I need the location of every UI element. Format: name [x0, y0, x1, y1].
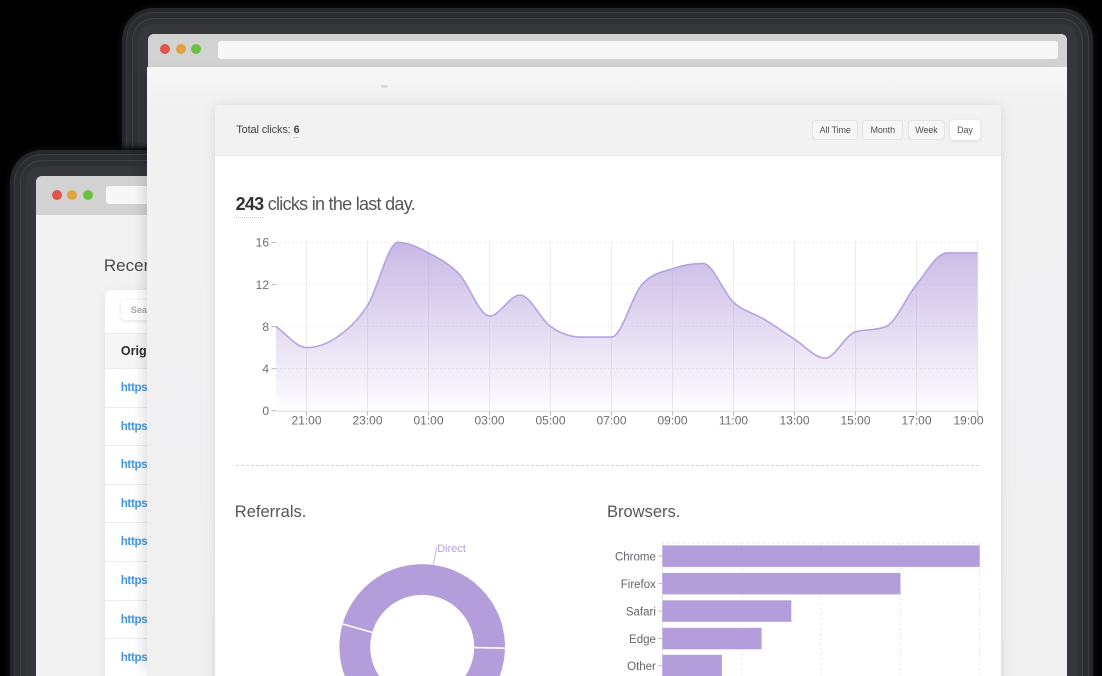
svg-text:Edge: Edge	[629, 634, 656, 646]
svg-text:11:00: 11:00	[719, 413, 748, 427]
svg-text:15:00: 15:00	[841, 413, 871, 427]
svg-text:17:00: 17:00	[902, 413, 932, 427]
svg-text:19:00: 19:00	[954, 413, 984, 427]
svg-text:Firefox: Firefox	[621, 579, 656, 591]
svg-text:13:00: 13:00	[780, 413, 810, 427]
svg-text:Safari: Safari	[626, 606, 656, 618]
svg-text:0: 0	[263, 404, 270, 418]
svg-text:09:00: 09:00	[658, 413, 688, 427]
svg-text:07:00: 07:00	[597, 413, 627, 427]
svg-text:21:00: 21:00	[292, 413, 322, 427]
svg-text:05:00: 05:00	[536, 413, 566, 427]
svg-text:03:00: 03:00	[475, 413, 505, 427]
svg-text:8: 8	[263, 319, 270, 333]
svg-text:01:00: 01:00	[414, 413, 444, 427]
svg-text:16: 16	[256, 235, 270, 249]
svg-text:4: 4	[263, 362, 270, 376]
svg-text:23:00: 23:00	[353, 413, 383, 427]
svg-text:12: 12	[256, 277, 270, 291]
svg-text:Other: Other	[627, 661, 656, 673]
svg-text:Direct: Direct	[437, 542, 466, 554]
svg-text:Chrome: Chrome	[615, 551, 656, 563]
